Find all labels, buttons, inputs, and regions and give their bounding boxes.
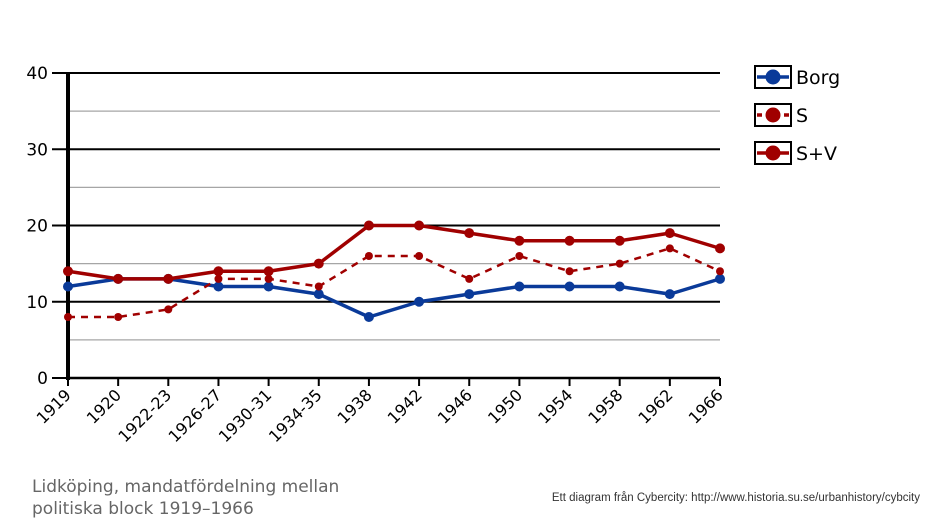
data-point-s — [565, 267, 574, 276]
data-point-borg — [614, 281, 625, 292]
x-tick-label: 1946 — [434, 385, 476, 427]
x-tick-label: 1938 — [334, 385, 376, 427]
data-point-s-v — [213, 266, 224, 277]
data-point-s-v — [263, 266, 274, 277]
legend-swatch-marker — [765, 145, 781, 161]
data-point-borg — [514, 281, 525, 292]
x-tick-label: 1922-23 — [114, 385, 175, 446]
data-point-s — [114, 313, 123, 321]
x-tick-label: 1950 — [484, 385, 526, 427]
data-point-s-v — [414, 220, 425, 231]
x-tick-label: 1954 — [534, 385, 576, 427]
data-point-s-v — [63, 266, 73, 277]
data-point-s-v — [715, 243, 725, 254]
y-tick-label: 0 — [37, 369, 48, 389]
x-tick-label: 1958 — [584, 385, 626, 427]
legend-item-s-v: S+V — [754, 141, 837, 165]
chart-credit: Ett diagram från Cybercity: http://www.h… — [551, 492, 920, 504]
data-point-borg — [464, 289, 475, 300]
data-point-s-v — [564, 235, 575, 246]
data-point-borg — [715, 273, 725, 284]
data-point-s — [465, 274, 474, 283]
data-point-s-v — [363, 220, 374, 231]
legend-label: S+V — [796, 143, 837, 165]
data-point-borg — [363, 312, 374, 322]
y-tick-label: 20 — [26, 217, 48, 237]
series-line-s — [68, 247, 721, 319]
data-point-borg — [664, 289, 675, 300]
data-point-borg — [263, 281, 274, 292]
data-point-s — [164, 305, 173, 314]
legend-label: S — [796, 105, 808, 127]
data-point-s — [716, 267, 724, 276]
y-tick-label: 30 — [26, 140, 48, 160]
chart-caption: Lidköping, mandatfördelning mellan polit… — [32, 477, 340, 519]
data-point-s-v — [464, 228, 475, 239]
data-point-s — [665, 244, 674, 253]
data-point-s-v — [614, 235, 625, 246]
data-point-s — [64, 313, 72, 321]
data-point-s — [214, 274, 223, 283]
data-point-borg — [313, 289, 324, 300]
data-point-borg — [414, 296, 425, 307]
legend-label: Borg — [796, 67, 840, 89]
data-point-s — [515, 252, 524, 260]
y-tick-label: 40 — [26, 64, 48, 84]
y-tick-label: 10 — [26, 293, 48, 313]
x-tick-label: 1919 — [33, 385, 75, 427]
legend-swatch-marker — [765, 107, 781, 123]
x-tick-label: 1962 — [634, 385, 676, 427]
x-tick-label: 1926-27 — [165, 385, 226, 446]
series-line-s-v — [67, 223, 721, 281]
data-point-s-v — [664, 228, 675, 239]
x-tick-label: 1966 — [685, 385, 727, 427]
legend-item-borg: Borg — [754, 65, 840, 89]
data-point-s-v — [313, 258, 324, 269]
data-point-s-v — [113, 273, 124, 284]
legend-swatch-marker — [765, 69, 781, 85]
data-point-s-v — [163, 273, 174, 284]
data-point-s — [615, 259, 624, 268]
data-point-borg — [213, 281, 224, 292]
x-tick-label: 1942 — [384, 385, 426, 427]
data-point-s — [364, 252, 373, 260]
chart-grid — [68, 72, 720, 341]
x-tick-label: 1934-35 — [265, 385, 326, 446]
data-point-s-v — [514, 235, 525, 246]
chart-series — [63, 220, 725, 322]
y-axis-ticks: 0 10 20 30 40 — [26, 64, 68, 389]
chart-legend: Borg S S+V — [754, 65, 840, 165]
data-point-s — [415, 252, 424, 260]
data-point-s — [264, 274, 273, 283]
x-tick-label: 1930-31 — [215, 385, 276, 446]
data-point-borg — [63, 281, 73, 292]
series-line-borg — [67, 277, 721, 319]
x-tick-label: 1920 — [83, 385, 125, 427]
data-point-borg — [564, 281, 575, 292]
data-point-s — [314, 282, 323, 291]
legend-item-s: S — [754, 103, 808, 127]
